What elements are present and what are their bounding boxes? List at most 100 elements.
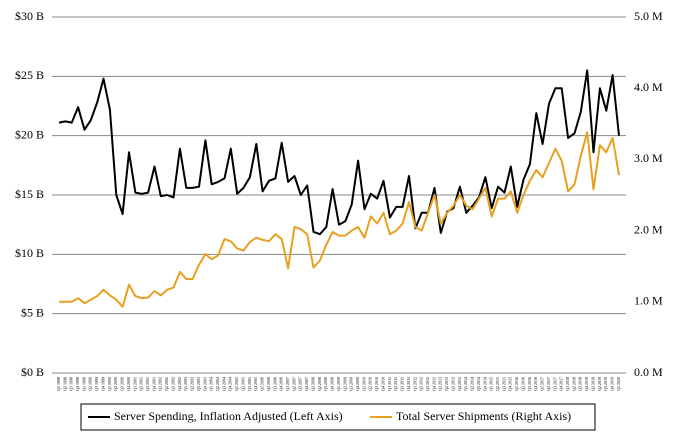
x-tick-label: Q1 2017 <box>540 377 545 391</box>
x-tick-label: Q2 2000 <box>113 377 118 391</box>
x-tick-label: Q1 2013 <box>438 377 443 391</box>
x-tick-label: Q2 2005 <box>240 377 245 391</box>
x-tick-label: Q4 2017 <box>559 377 564 391</box>
x-tick-label: Q2 2011 <box>393 377 398 391</box>
x-tick-label: Q3 2003 <box>196 377 201 391</box>
x-tick-label: Q2 2007 <box>291 377 296 391</box>
x-tick-label: Q4 2004 <box>228 377 233 391</box>
x-tick-label: Q3 2018 <box>578 377 583 391</box>
y2-tick-label: 1.0 M <box>634 294 663 308</box>
x-tick-label: Q2 2009 <box>342 377 347 391</box>
x-tick-label: Q4 2001 <box>151 377 156 391</box>
x-tick-label: Q2 2014 <box>470 377 475 391</box>
x-tick-label: Q2 2012 <box>419 377 424 391</box>
x-tick-label: Q4 2002 <box>177 377 182 391</box>
y2-tick-label: 3.0 M <box>634 151 663 165</box>
x-tick-label: Q4 2005 <box>253 377 258 391</box>
y-tick-label: $20 B <box>15 127 44 141</box>
legend-box <box>80 403 596 431</box>
x-tick-label: Q2 2003 <box>190 377 195 391</box>
x-tick-label: Q3 2011 <box>400 377 405 391</box>
x-tick-label: Q1 2000 <box>107 377 112 391</box>
x-tick-label: Q3 2016 <box>527 377 532 391</box>
x-tick-label: Q1 2001 <box>132 377 137 391</box>
x-tick-label: Q2 2001 <box>139 377 144 391</box>
y2-tick-label: 2.0 M <box>634 222 663 236</box>
x-tick-label: Q1 2016 <box>514 377 519 391</box>
x-tick-label: Q4 2016 <box>533 377 538 391</box>
x-tick-label: Q3 2001 <box>145 377 150 391</box>
legend-label: Total Server Shipments (Right Axis) <box>396 409 571 423</box>
x-tick-label: Q1 2004 <box>209 377 214 391</box>
x-tick-label: Q2 1998 <box>62 377 67 391</box>
series-line <box>59 131 620 308</box>
x-tick-label: Q1 1999 <box>81 377 86 391</box>
x-tick-label: Q1 2009 <box>336 377 341 391</box>
x-tick-label: Q1 2015 <box>489 377 494 391</box>
x-tick-label: Q4 2008 <box>330 377 335 391</box>
x-tick-label: Q3 2010 <box>374 377 379 391</box>
x-tick-label: Q4 2003 <box>202 377 207 391</box>
x-tick-label: Q2 2006 <box>266 377 271 391</box>
x-tick-label: Q4 1998 <box>75 377 80 391</box>
y2-tick-label: 5.0 M <box>634 9 663 23</box>
x-tick-label: Q3 2015 <box>501 377 506 391</box>
x-tick-label: Q3 2008 <box>323 377 328 391</box>
legend-label: Server Spending, Inflation Adjusted (Lef… <box>114 409 343 423</box>
x-tick-label: Q4 2007 <box>304 377 309 391</box>
x-tick-label: Q4 2018 <box>584 377 589 391</box>
y-tick-label: $0 B <box>21 365 44 379</box>
x-tick-label: Q2 1999 <box>88 377 93 391</box>
x-tick-label: Q3 2014 <box>476 377 481 391</box>
x-tick-label: Q1 2002 <box>158 377 163 391</box>
x-tick-label: Q1 2003 <box>183 377 188 391</box>
x-tick-label: Q3 2000 <box>120 377 125 391</box>
x-tick-label: Q2 2008 <box>317 377 322 391</box>
x-tick-label: Q3 1999 <box>94 377 99 391</box>
x-tick-label: Q3 2007 <box>298 377 303 391</box>
x-tick-label: Q4 1999 <box>100 377 105 391</box>
x-tick-label: Q3 2006 <box>272 377 277 391</box>
x-tick-label: Q4 2013 <box>457 377 462 391</box>
x-tick-label: Q3 2002 <box>170 377 175 391</box>
x-tick-label: Q1 2014 <box>463 377 468 391</box>
x-tick-label: Q1 2010 <box>361 377 366 391</box>
x-tick-label: Q1 2005 <box>234 377 239 391</box>
x-tick-label: Q4 2006 <box>279 377 284 391</box>
x-tick-label: Q1 1998 <box>56 377 61 391</box>
x-tick-label: Q4 2009 <box>355 377 360 391</box>
x-tick-label: Q2 2004 <box>215 377 220 391</box>
y-tick-label: $30 B <box>15 9 44 23</box>
x-tick-label: Q2 2019 <box>597 377 602 391</box>
y-tick-label: $15 B <box>15 187 44 201</box>
x-tick-label: Q1 2019 <box>590 377 595 391</box>
y-tick-label: $10 B <box>15 246 44 260</box>
x-tick-label: Q3 2012 <box>425 377 430 391</box>
x-tick-label: Q2 2015 <box>495 377 500 391</box>
x-tick-label: Q2 2002 <box>164 377 169 391</box>
x-tick-label: Q4 2000 <box>126 377 131 391</box>
y-tick-label: $5 B <box>21 305 44 319</box>
y-tick-label: $25 B <box>15 68 44 82</box>
x-tick-label: Q1 2012 <box>412 377 417 391</box>
x-tick-label: Q4 2014 <box>482 377 487 391</box>
x-tick-label: Q2 2013 <box>444 377 449 391</box>
x-tick-label: Q4 2011 <box>406 377 411 391</box>
x-tick-label: Q4 2015 <box>508 377 513 391</box>
x-tick-label: Q3 2005 <box>247 377 252 391</box>
x-tick-label: Q3 2017 <box>552 377 557 391</box>
x-tick-label: Q1 2006 <box>260 377 265 391</box>
series-line <box>58 69 620 236</box>
x-tick-label: Q1 2007 <box>285 377 290 391</box>
x-tick-label: Q2 2017 <box>546 377 551 391</box>
x-tick-label: Q1 2018 <box>565 377 570 391</box>
x-tick-label: Q2 2010 <box>368 377 373 391</box>
x-tick-label: Q1 2011 <box>387 377 392 391</box>
x-tick-label: Q4 2019 <box>610 377 615 391</box>
y2-tick-label: 4.0 M <box>634 80 663 94</box>
x-tick-label: Q2 2018 <box>571 377 576 391</box>
x-tick-label: Q3 2013 <box>450 377 455 391</box>
x-tick-label: Q1 2008 <box>310 377 315 391</box>
y2-tick-label: 0.0 M <box>634 365 663 379</box>
